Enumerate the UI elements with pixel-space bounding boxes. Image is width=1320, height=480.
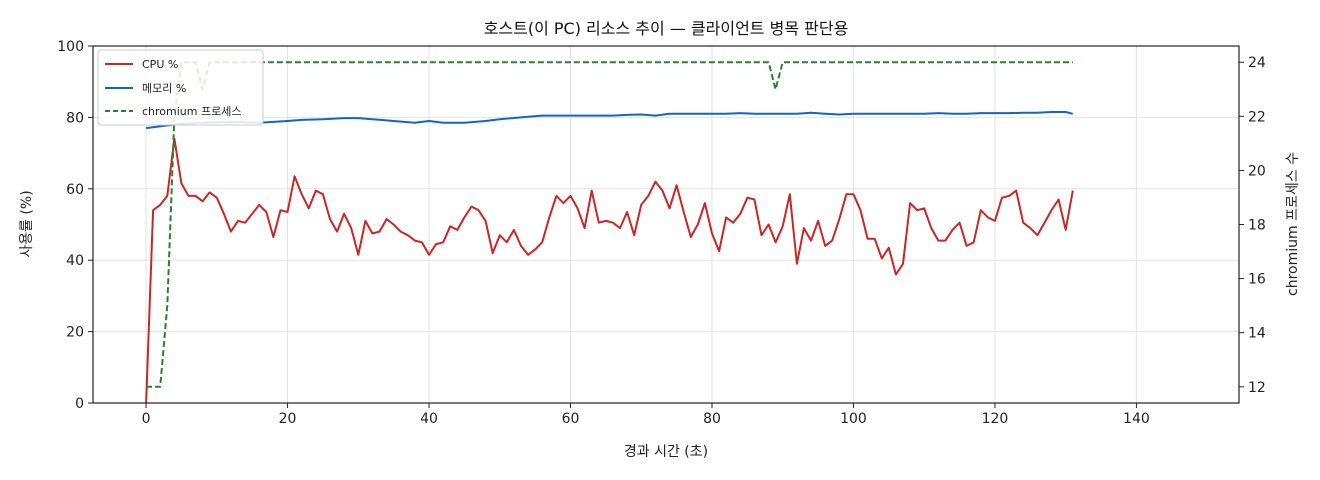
cpu-series-line xyxy=(145,137,1074,404)
y2-tick-label: 18 xyxy=(1248,218,1266,234)
legend-label-chromium: chromium 프로세스 xyxy=(142,105,241,118)
y-tick-label: 20 xyxy=(66,325,84,341)
y2-tick-label: 12 xyxy=(1248,380,1266,396)
x-tick-label: 140 xyxy=(1123,411,1150,427)
series-layer xyxy=(145,61,1074,404)
legend-label-cpu: CPU % xyxy=(142,58,178,71)
y2-tick-label: 24 xyxy=(1248,55,1266,71)
y-tick-label: 100 xyxy=(57,39,84,55)
x-tick-label: 120 xyxy=(982,411,1009,427)
y2-axis-title: chromium 프로세스 수 xyxy=(1285,152,1301,296)
memory-series-line xyxy=(145,111,1074,130)
ticks: 0 20 40 60 80 100 120 140 0 20 40 60 80 100 12 14 16 18 20… xyxy=(57,39,1266,427)
x-tick-label: 40 xyxy=(420,411,438,427)
x-tick-label: 100 xyxy=(840,411,867,427)
y-tick-label: 40 xyxy=(66,253,84,269)
x-tick-label: 20 xyxy=(279,411,297,427)
chart-title: 호스트(이 PC) 리소스 추이 — 클라이언트 병목 판단용 xyxy=(484,19,849,38)
y-tick-label: 60 xyxy=(66,182,84,198)
y-tick-label: 0 xyxy=(75,396,84,412)
x-tick-label: 0 xyxy=(142,411,151,427)
legend-box xyxy=(97,49,264,126)
x-axis-title: 경과 시간 (초) xyxy=(624,444,708,460)
y-axis-title: 사용률 (%) xyxy=(19,190,35,257)
x-tick-label: 80 xyxy=(703,411,721,427)
legend: CPU % 메모리 % chromium 프로세스 xyxy=(97,49,264,126)
legend-label-memory: 메모리 % xyxy=(142,82,186,95)
y2-tick-label: 20 xyxy=(1248,163,1266,179)
y2-tick-label: 22 xyxy=(1248,109,1266,125)
y-tick-label: 80 xyxy=(66,110,84,126)
x-tick-label: 60 xyxy=(562,411,580,427)
y2-tick-label: 14 xyxy=(1248,326,1266,342)
y2-tick-label: 16 xyxy=(1248,272,1266,288)
chromium-series-line xyxy=(146,61,1073,388)
